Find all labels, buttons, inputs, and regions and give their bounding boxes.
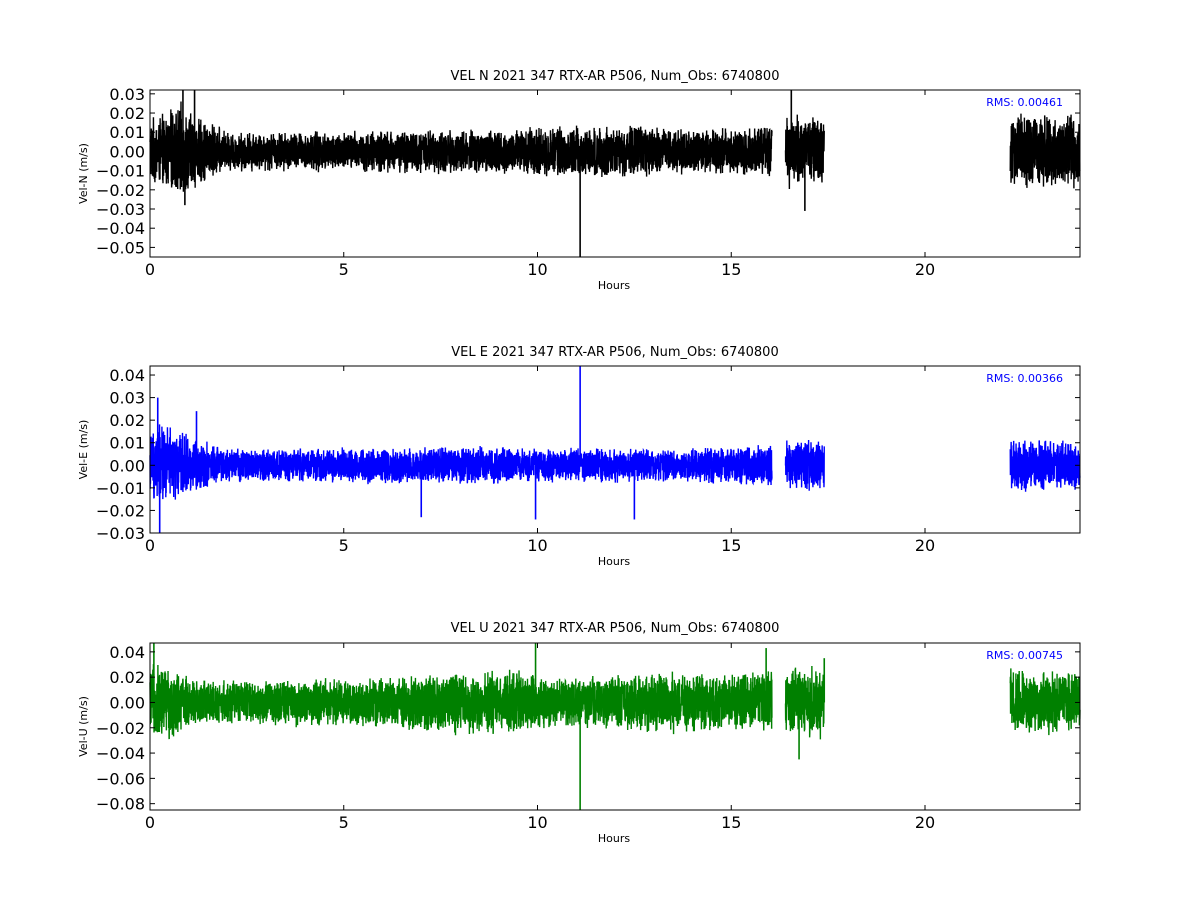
- axes-frame: [149, 642, 1081, 811]
- series-line: [1009, 440, 1081, 492]
- y-tick-label: −0.08: [96, 795, 145, 814]
- panel-title: VEL N 2021 347 RTX-AR P506, Num_Obs: 674…: [451, 69, 780, 84]
- y-axis-label: Vel-U (m/s): [77, 696, 90, 757]
- y-tick-label: 0.04: [109, 366, 145, 385]
- y-tick-label: 0.01: [109, 123, 145, 142]
- y-tick-label: 0.00: [109, 693, 145, 712]
- y-tick-label: −0.01: [96, 479, 145, 498]
- axis-ticks: 0 5 10 15 20−0.05−0.04−0.03−0.02−0.010.000.0…: [96, 85, 1080, 279]
- x-tick-label: 5: [339, 536, 349, 555]
- x-tick-label: 0: [145, 813, 155, 832]
- y-tick-label: −0.02: [96, 501, 145, 520]
- x-axis-label: Hours: [598, 279, 630, 292]
- y-tick-label: −0.03: [96, 524, 145, 543]
- panel-title: VEL E 2021 347 RTX-AR P506, Num_Obs: 674…: [451, 345, 778, 360]
- panel-title: VEL U 2021 347 RTX-AR P506, Num_Obs: 674…: [451, 621, 780, 636]
- rms-annotation: RMS: 0.00461: [986, 96, 1063, 109]
- y-tick-label: 0.02: [109, 104, 145, 123]
- x-tick-label: 15: [721, 813, 741, 832]
- x-axis-label: Hours: [598, 832, 630, 845]
- axis-ticks: 0 5 10 15 20 −0.03 −0.02 −0.01 0.00 0.01 0.02 0.03 0…: [96, 366, 1080, 555]
- y-tick-label: 0.04: [109, 643, 145, 662]
- x-tick-label: 10: [527, 813, 547, 832]
- series-vel-u: [149, 643, 1081, 810]
- x-axis-label: Hours: [598, 555, 630, 568]
- series-line: [149, 424, 773, 500]
- y-axis-label: Vel-N (m/s): [77, 143, 90, 204]
- x-tick-label: 5: [339, 260, 349, 279]
- x-tick-label: 20: [915, 536, 935, 555]
- y-tick-label: −0.04: [96, 219, 145, 238]
- series-line: [784, 665, 825, 740]
- y-tick-label: −0.05: [96, 238, 145, 257]
- x-tick-label: 20: [915, 813, 935, 832]
- series-line: [149, 664, 773, 740]
- x-tick-label: 0: [145, 260, 155, 279]
- rms-annotation: RMS: 0.00745: [986, 649, 1063, 662]
- x-tick-label: 5: [339, 813, 349, 832]
- panel-vel-u: VEL U 2021 347 RTX-AR P506, Num_Obs: 674…: [77, 621, 1081, 845]
- series-line: [784, 439, 825, 491]
- x-tick-label: 15: [721, 536, 741, 555]
- y-tick-label: 0.02: [109, 668, 145, 687]
- x-tick-label: 15: [721, 260, 741, 279]
- y-tick-label: 0.03: [109, 85, 145, 104]
- rms-annotation: RMS: 0.00366: [986, 372, 1063, 385]
- series-vel-e: [149, 366, 1081, 533]
- y-axis-label: Vel-E (m/s): [77, 420, 90, 480]
- axes-frame: [149, 365, 1081, 534]
- y-tick-label: 0.01: [109, 434, 145, 453]
- panel-vel-n: VEL N 2021 347 RTX-AR P506, Num_Obs: 674…: [77, 69, 1081, 292]
- y-tick-label: −0.02: [96, 181, 145, 200]
- x-tick-label: 10: [527, 536, 547, 555]
- y-tick-label: 0.00: [109, 456, 145, 475]
- series-vel-n: [149, 90, 1081, 257]
- y-tick-label: −0.04: [96, 744, 145, 763]
- series-line: [1009, 668, 1081, 736]
- y-tick-label: −0.01: [96, 162, 145, 181]
- series-line: [149, 101, 773, 192]
- panel-vel-e: VEL E 2021 347 RTX-AR P506, Num_Obs: 674…: [77, 345, 1081, 568]
- y-tick-label: 0.03: [109, 389, 145, 408]
- x-tick-label: 10: [527, 260, 547, 279]
- x-tick-label: 0: [145, 536, 155, 555]
- y-tick-label: 0.02: [109, 411, 145, 430]
- axes-frame: [149, 89, 1081, 258]
- series-line: [1009, 113, 1081, 189]
- y-tick-label: −0.02: [96, 719, 145, 738]
- x-tick-label: 20: [915, 260, 935, 279]
- y-tick-label: −0.03: [96, 200, 145, 219]
- y-tick-label: 0.00: [109, 142, 145, 161]
- axis-ticks: 0 5 10 15 20 −0.08 −0.06 −0.04 −0.02 0.00 0.02 0.04: [96, 643, 1080, 832]
- y-tick-label: −0.06: [96, 769, 145, 788]
